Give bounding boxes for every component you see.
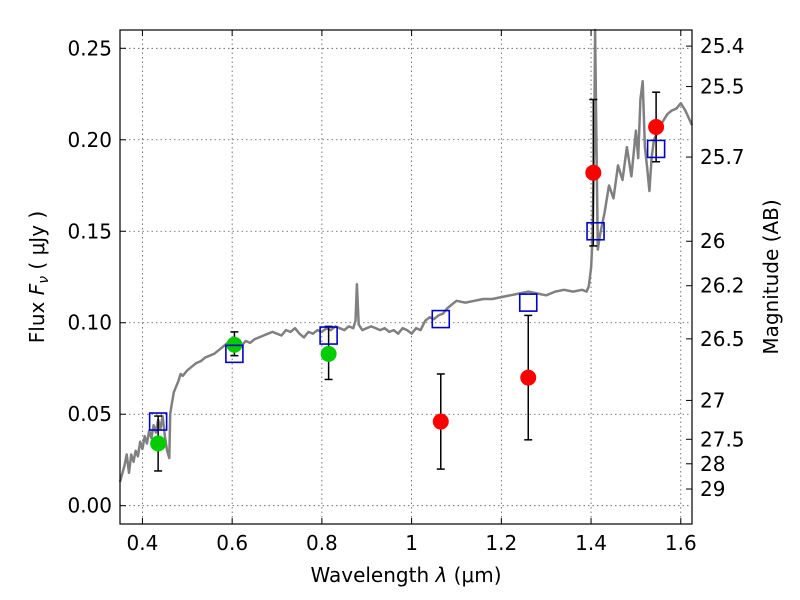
y-tick-label: 0.10 — [67, 311, 112, 335]
y2-tick-label: 25.4 — [700, 34, 745, 58]
y-axis-label: Flux Fν ( μJy ) — [25, 211, 52, 343]
model-flux-square — [586, 221, 605, 241]
x-tick-label: 0.8 — [306, 531, 338, 555]
grid-lines — [120, 30, 692, 524]
y-tick-label: 0.25 — [67, 36, 112, 60]
model-spectrum-layer — [118, 28, 694, 483]
y-tick-label: 0.05 — [67, 402, 112, 426]
y2-tick-label: 29 — [700, 477, 725, 501]
model-flux-square — [431, 309, 451, 329]
y2-tick-label: 27.5 — [700, 427, 745, 451]
x-tick-label: 0.6 — [216, 531, 248, 555]
x-tick-label: 0.4 — [127, 531, 159, 555]
y-tick-label: 0.00 — [67, 494, 112, 518]
plot-frame — [119, 29, 693, 525]
model-flux-square — [518, 293, 538, 312]
x-tick-label: 1.4 — [575, 531, 607, 555]
y-tick-label: 0.15 — [67, 219, 112, 243]
y2-tick-label: 26.5 — [700, 327, 745, 351]
model-flux-square — [319, 326, 338, 345]
y2-tick-label: 25.7 — [700, 145, 745, 169]
model-flux-square — [148, 412, 168, 431]
observed-flux-point — [432, 413, 449, 430]
y-tick-label: 0.20 — [67, 128, 112, 152]
data-markers — [148, 118, 666, 452]
x-axis-label: Wavelength λ (μm) — [310, 563, 501, 587]
y2-tick-label: 26.2 — [700, 274, 745, 298]
y2-axis-label: Magnitude (AB) — [759, 199, 783, 354]
model-flux-square — [225, 344, 244, 364]
observed-flux-point — [585, 164, 602, 181]
model-spectrum-line — [118, 28, 694, 483]
observed-flux-point — [320, 345, 337, 362]
x-tick-label: 1.6 — [665, 531, 697, 555]
axis-ticks: 0.4 0.6 0.8 1 1.2 1.4 1.6 0.00 0.05 0.10 0.15 0.20 0… — [67, 30, 745, 555]
x-tick-label: 1 — [405, 531, 418, 555]
y2-tick-label: 27 — [700, 388, 725, 412]
observed-flux-point — [520, 369, 537, 386]
observed-flux-point — [648, 118, 665, 135]
y2-tick-label: 28 — [700, 452, 725, 476]
y2-tick-label: 25.5 — [700, 75, 745, 99]
observed-flux-point — [150, 435, 167, 452]
x-tick-label: 1.2 — [485, 531, 517, 555]
y2-tick-label: 26 — [700, 229, 725, 253]
model-flux-square — [646, 139, 666, 159]
